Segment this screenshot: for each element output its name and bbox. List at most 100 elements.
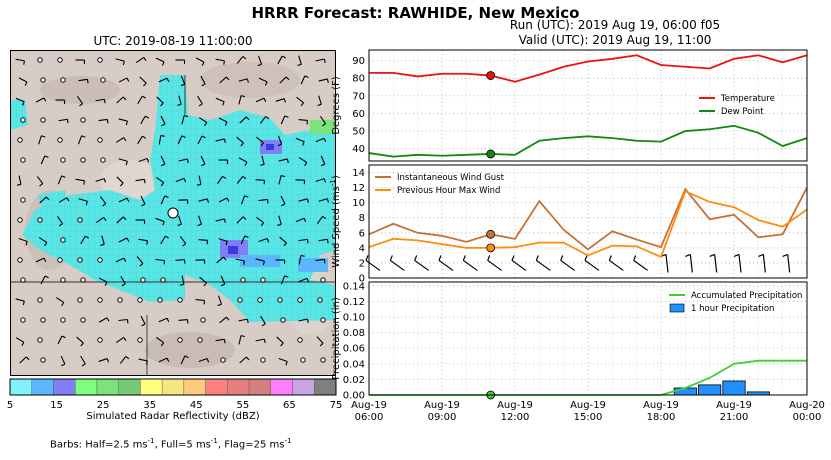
calm-wind-circle bbox=[177, 297, 183, 303]
wind-barb bbox=[80, 235, 90, 245]
wind-barb bbox=[80, 355, 86, 367]
wind-barb bbox=[298, 157, 308, 167]
wind-barb bbox=[99, 196, 107, 207]
y-tick-label: 60 bbox=[352, 109, 365, 120]
calm-wind-circle bbox=[140, 277, 146, 283]
wind-barb bbox=[115, 137, 127, 143]
wind-barb bbox=[414, 255, 430, 271]
wind-barb bbox=[58, 197, 70, 203]
wind-barb bbox=[709, 253, 718, 273]
wind-barb bbox=[238, 95, 246, 105]
wind-barb bbox=[158, 317, 170, 323]
plot-frame bbox=[368, 281, 808, 396]
wind-barb bbox=[78, 198, 88, 206]
wind-barb bbox=[236, 56, 247, 64]
wind-barb bbox=[18, 238, 28, 246]
x-tick-label-date: Aug-19 bbox=[716, 400, 752, 411]
calm-wind-circle bbox=[160, 277, 166, 283]
wind-barb bbox=[298, 118, 309, 125]
calm-wind-circle bbox=[97, 337, 103, 343]
calm-wind-circle bbox=[277, 297, 283, 303]
wind-barb bbox=[60, 355, 66, 367]
wind-barb bbox=[236, 175, 247, 184]
wind-barb bbox=[76, 336, 84, 347]
wind-barb bbox=[255, 258, 265, 266]
wind-barb bbox=[279, 76, 290, 84]
legend-label: Temperature bbox=[720, 94, 775, 104]
calm-wind-circle bbox=[320, 357, 326, 363]
legend-label: Accumulated Precipitation bbox=[691, 291, 802, 301]
calm-wind-circle bbox=[17, 217, 23, 223]
calm-wind-circle bbox=[40, 117, 46, 123]
wind-barb bbox=[200, 75, 206, 87]
x-tick-label-date: Aug-19 bbox=[351, 400, 387, 411]
wind-barb bbox=[15, 58, 25, 65]
wind-barb bbox=[178, 319, 189, 324]
wind-barb bbox=[535, 255, 551, 271]
y-tick-label: 0 bbox=[359, 274, 365, 285]
wind-barb bbox=[295, 217, 307, 223]
wind-barb bbox=[75, 59, 86, 65]
y-tick-label: 0.10 bbox=[343, 313, 365, 324]
wind-barb bbox=[40, 155, 49, 165]
wind-barb bbox=[156, 96, 164, 107]
wind-barb bbox=[197, 215, 202, 227]
wind-barb bbox=[197, 135, 206, 145]
wind-barb bbox=[300, 75, 309, 85]
y-tick-label: 50 bbox=[352, 127, 365, 138]
wind-barb bbox=[277, 55, 286, 65]
wind-barb bbox=[18, 77, 28, 86]
wind-barb bbox=[215, 97, 225, 106]
calm-wind-circle bbox=[280, 317, 286, 323]
y-tick-label: 0.08 bbox=[343, 328, 365, 339]
colorbar-frame bbox=[9, 378, 337, 396]
wind-barb bbox=[175, 177, 187, 183]
wind-barb bbox=[195, 299, 206, 305]
wind-barb bbox=[259, 115, 270, 124]
wind-barb bbox=[733, 253, 742, 273]
calm-wind-circle bbox=[317, 297, 323, 303]
x-tick-label-date: Aug-19 bbox=[570, 400, 606, 411]
wind-barb bbox=[255, 338, 266, 344]
wind-barb bbox=[318, 198, 330, 203]
precip-bar bbox=[722, 380, 746, 396]
y-tick-label: 70 bbox=[352, 91, 365, 102]
calm-wind-circle bbox=[300, 357, 306, 363]
calm-wind-circle bbox=[40, 357, 46, 363]
y-axis-label: Degrees (F) bbox=[331, 76, 342, 134]
wind-barb bbox=[315, 258, 326, 264]
wind-barb bbox=[36, 176, 44, 187]
wind-barb bbox=[140, 315, 146, 327]
wind-barb bbox=[238, 318, 249, 324]
wind-barb bbox=[608, 255, 624, 271]
wind-barb bbox=[178, 199, 189, 204]
map-frame bbox=[10, 50, 336, 376]
wind-barb bbox=[195, 259, 206, 264]
wind-barb bbox=[140, 115, 149, 125]
calm-wind-circle bbox=[237, 297, 243, 303]
wind-barb bbox=[158, 357, 170, 363]
calm-wind-circle bbox=[157, 297, 163, 303]
wind-barb bbox=[298, 238, 309, 244]
wind-barb bbox=[16, 175, 22, 186]
wind-barb bbox=[136, 256, 144, 267]
y-tick-label: 0.00 bbox=[343, 391, 365, 402]
wind-barb bbox=[278, 158, 289, 163]
map-title: UTC: 2019-08-19 11:00:00 bbox=[93, 34, 253, 48]
wind-barb bbox=[196, 175, 202, 186]
colorbar-tick-label: 5 bbox=[7, 400, 13, 411]
wind-barb bbox=[218, 238, 228, 246]
calm-wind-circle bbox=[177, 337, 183, 343]
x-tick-label-time: 06:00 bbox=[355, 412, 384, 423]
wind-barb bbox=[177, 215, 182, 227]
wind-barb bbox=[280, 195, 286, 207]
wind-barb bbox=[315, 137, 327, 143]
calm-wind-circle bbox=[20, 277, 26, 283]
wind-barb bbox=[180, 75, 186, 87]
wind-barb bbox=[255, 97, 267, 103]
wind-barb bbox=[280, 275, 289, 285]
wind-barb bbox=[511, 255, 527, 271]
wind-barb bbox=[198, 358, 210, 363]
colorbar-tick-label: 75 bbox=[330, 400, 343, 411]
